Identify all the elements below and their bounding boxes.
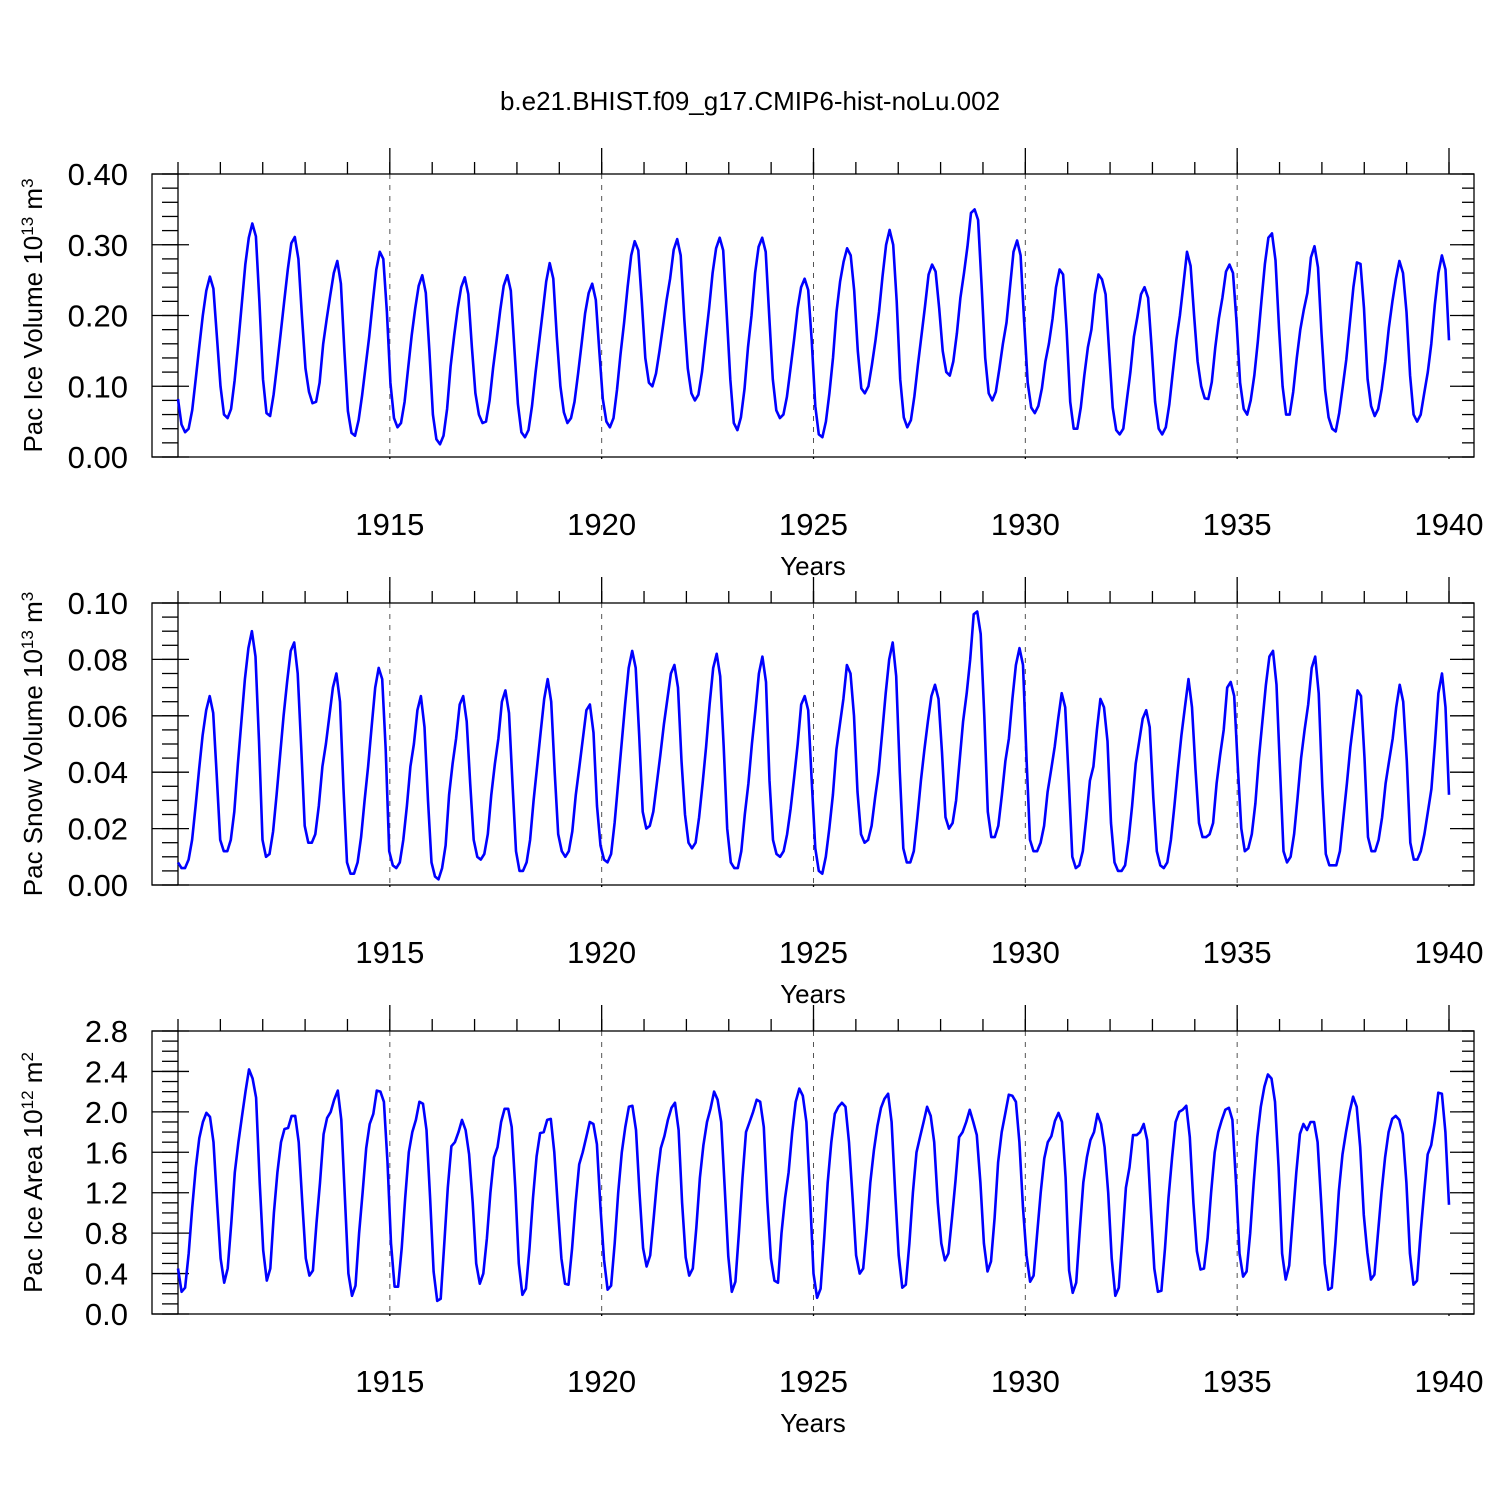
y-axis-title-superscript: 3 [18, 592, 37, 601]
x-tick-label: 1940 [1415, 1364, 1484, 1399]
y-tick-label: 0.00 [68, 868, 128, 903]
y-axis-title-part: Pac Snow Volume 10 [18, 649, 48, 896]
x-tick-label: 1940 [1415, 935, 1484, 970]
y-tick-label: 0.40 [68, 157, 128, 192]
data-line [176, 208, 1451, 446]
y-tick-label: 1.6 [85, 1135, 128, 1170]
panel-2: 0.00 0.02 0.04 0.06 0.08 0.10 1915 1920 1925 1930… [18, 577, 1484, 1009]
y-tick-label: 0.4 [85, 1257, 128, 1292]
y-tick-label: 2.0 [85, 1095, 128, 1130]
x-tick-label: 1930 [991, 507, 1060, 542]
y-tick-label: 0.02 [68, 812, 128, 847]
y-tick-label: 0.20 [68, 299, 128, 334]
data-line [176, 610, 1451, 881]
panel-1: 0.00 0.10 0.20 0.30 0.40 1915 1920 1925 1930 1935… [18, 148, 1484, 581]
x-tick-label: 1935 [1203, 935, 1272, 970]
y-axis-title-part: Pac Ice Volume 10 [18, 236, 48, 453]
y-tick-label: 0.8 [85, 1216, 128, 1251]
y-tick-label: 0.00 [68, 440, 128, 475]
y-tick-label: 1.2 [85, 1176, 128, 1211]
data-line [176, 1068, 1451, 1303]
plot-frame [151, 602, 1475, 886]
y-axis-title-part: Pac Ice Area 10 [18, 1109, 48, 1293]
y-axis-title: Pac Snow Volume 1013 m3 [18, 592, 48, 896]
x-tick-label: 1930 [991, 1364, 1060, 1399]
y-axis-title-superscript: 13 [18, 630, 37, 649]
y-tick-label: 0.10 [68, 369, 128, 404]
x-tick-label: 1930 [991, 935, 1060, 970]
x-tick-label: 1920 [567, 507, 636, 542]
y-tick-label: 0.0 [85, 1297, 128, 1332]
y-tick-label: 2.8 [85, 1014, 128, 1049]
x-axis-title: Years [780, 979, 846, 1009]
y-axis-title-part: m [18, 601, 48, 630]
x-tick-label: 1920 [567, 1364, 636, 1399]
x-tick-label: 1915 [355, 935, 424, 970]
y-axis-title-superscript: 12 [18, 1090, 37, 1109]
y-tick-label: 0.08 [68, 642, 128, 677]
x-tick-label: 1915 [355, 507, 424, 542]
x-tick-label: 1920 [567, 935, 636, 970]
x-axis-title: Years [780, 551, 846, 581]
y-axis-title-superscript: 3 [18, 178, 37, 187]
x-tick-label: 1925 [779, 507, 848, 542]
x-tick-label: 1935 [1203, 507, 1272, 542]
y-tick-label: 0.30 [68, 228, 128, 263]
plot-frame [151, 173, 1475, 458]
x-tick-label: 1925 [779, 935, 848, 970]
x-tick-label: 1935 [1203, 1364, 1272, 1399]
x-tick-label: 1915 [355, 1364, 424, 1399]
x-axis-title: Years [780, 1408, 846, 1438]
panel-3: 0.0 0.4 0.8 1.2 1.6 2.0 2.4 2.8 1915 1920 1925 1930… [18, 1005, 1484, 1438]
y-axis-title-part: m [18, 1062, 48, 1091]
y-tick-label: 0.04 [68, 755, 128, 790]
y-axis-title-part: m [18, 188, 48, 217]
y-axis-title-superscript: 2 [18, 1052, 37, 1061]
y-axis-title: Pac Ice Area 1012 m2 [18, 1052, 48, 1293]
chart-title: b.e21.BHIST.f09_g17.CMIP6-hist-noLu.002 [500, 86, 1000, 116]
x-tick-label: 1925 [779, 1364, 848, 1399]
y-tick-label: 0.06 [68, 699, 128, 734]
y-tick-label: 0.10 [68, 586, 128, 621]
y-tick-label: 2.4 [85, 1054, 128, 1089]
y-axis-title: Pac Ice Volume 1013 m3 [18, 178, 48, 452]
x-tick-label: 1940 [1415, 507, 1484, 542]
y-axis-title-superscript: 13 [18, 217, 37, 236]
